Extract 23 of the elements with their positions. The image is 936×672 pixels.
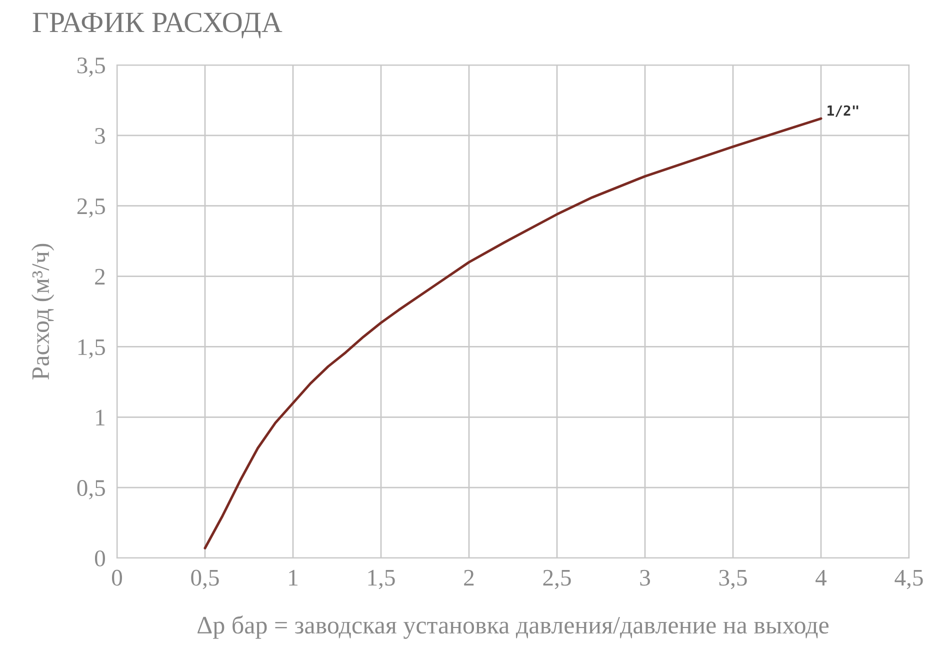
y-tick-label: 3	[95, 128, 105, 144]
x-tick-label: 2	[464, 570, 474, 586]
y-tick-label: 3,5	[78, 58, 105, 77]
x-tick-label: 1	[289, 570, 298, 586]
y-tick-label: 0	[94, 550, 105, 566]
y-tick-label: 2	[95, 268, 105, 284]
x-tick-label: 2,5	[543, 570, 571, 590]
line-series	[204, 117, 822, 550]
x-tick-label: 3	[640, 570, 650, 586]
x-tick-label: 1,5	[368, 570, 395, 590]
chart-title: ГРАФИК РАСХОДА	[32, 12, 282, 38]
y-tick-label: 1	[96, 410, 104, 426]
y-tick-label: 1,5	[78, 339, 105, 359]
x-tick-label: 0,5	[191, 570, 219, 590]
y-tick-label: 2,5	[77, 198, 105, 218]
y-tick-label: 0,5	[77, 480, 105, 500]
x-tick-label: 0	[112, 570, 122, 586]
y-axis-title: Расход (м³/ч)	[31, 244, 54, 380]
series-label: 1/2"	[828, 105, 858, 117]
x-tick-label: 3,5	[719, 570, 747, 590]
x-tick-label: 4	[816, 570, 827, 586]
x-tick-label: 4,5	[894, 570, 923, 590]
x-axis-title: Δp бар = заводская установка давления/давление на выходе	[198, 616, 829, 639]
